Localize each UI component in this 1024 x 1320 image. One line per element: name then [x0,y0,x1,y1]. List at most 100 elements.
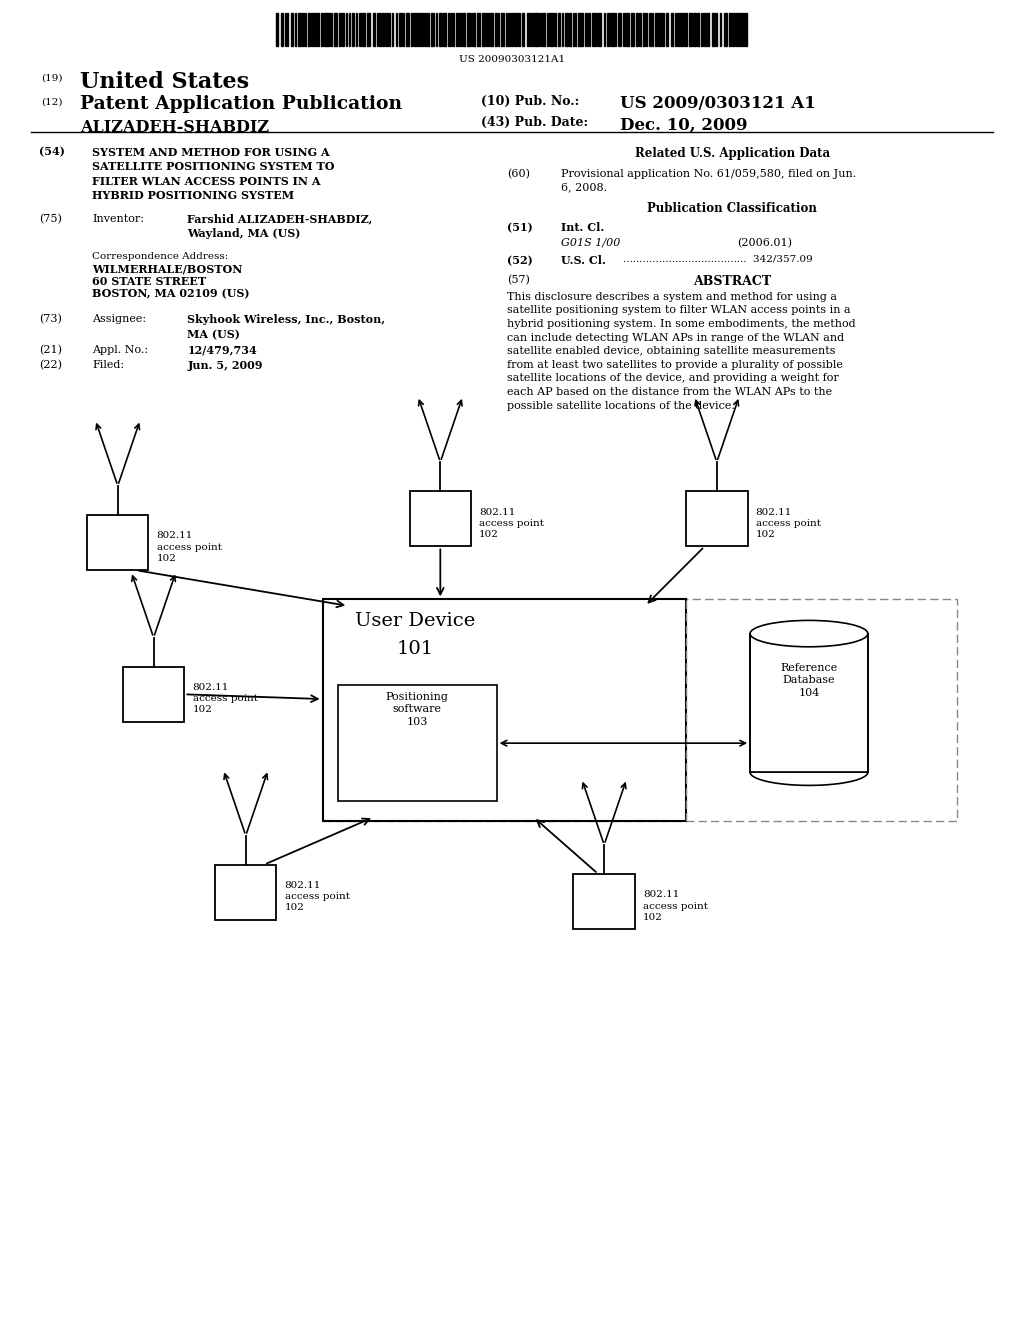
Bar [453,13,454,46]
Bar [288,13,289,46]
Bar [663,13,664,46]
Bar [573,874,635,929]
Bar [626,13,629,46]
Bar [467,13,469,46]
Bar [541,13,542,46]
Bar [340,13,341,46]
Bar [485,13,488,46]
Text: (10) Pub. No.:: (10) Pub. No.: [481,95,580,108]
Bar [736,13,737,46]
Bar [298,13,301,46]
Bar [377,13,379,46]
Text: (21): (21) [39,345,61,355]
Bar [582,13,584,46]
Bar [530,13,532,46]
Text: This disclosure describes a system and method for using a
satellite positioning : This disclosure describes a system and m… [507,292,855,411]
Text: ......................................  342/357.09: ...................................... 3… [623,255,812,264]
Bar [276,13,279,46]
Bar [411,13,414,46]
Bar [631,13,634,46]
Bar [463,13,465,46]
Bar [459,13,462,46]
Bar [87,515,148,570]
Bar [707,13,710,46]
Bar [623,13,625,46]
Bar [534,13,536,46]
Text: US 2009/0303121 A1: US 2009/0303121 A1 [620,95,815,112]
Bar [362,13,366,46]
Text: Farshid ALIZADEH-SHABDIZ,
Wayland, MA (US): Farshid ALIZADEH-SHABDIZ, Wayland, MA (U… [187,214,373,239]
Text: WILMERHALE/BOSTON: WILMERHALE/BOSTON [92,264,243,275]
Text: Assignee:: Assignee: [92,314,146,325]
Text: (12): (12) [41,98,62,107]
Text: G01S 1/00: G01S 1/00 [561,238,621,248]
Bar [501,13,504,46]
Text: Inventor:: Inventor: [92,214,144,224]
Text: (60): (60) [507,169,529,180]
Bar [382,13,384,46]
Text: U.S. Cl.: U.S. Cl. [561,255,606,265]
Text: SYSTEM AND METHOD FOR USING A
SATELLITE POSITIONING SYSTEM TO
FILTER WLAN ACCESS: SYSTEM AND METHOD FOR USING A SATELLITE … [92,147,335,202]
Bar [314,13,316,46]
Text: Correspondence Address:: Correspondence Address: [92,252,228,261]
Text: 802.11
access point
102: 802.11 access point 102 [157,532,221,562]
Bar [496,13,497,46]
Bar [558,13,560,46]
Bar [651,13,653,46]
Bar [305,13,306,46]
Bar [702,13,706,46]
Bar [469,13,471,46]
Bar [346,13,347,46]
Text: 60 STATE STREET: 60 STATE STREET [92,276,206,286]
Text: (52): (52) [507,255,532,265]
Bar [684,13,687,46]
Bar [410,491,471,546]
Bar [302,13,304,46]
Text: 802.11
access point
102: 802.11 access point 102 [285,882,349,912]
Text: (2006.01): (2006.01) [737,238,793,248]
Bar [355,13,357,46]
Text: (19): (19) [41,74,62,83]
Text: Patent Application Publication: Patent Application Publication [80,95,402,114]
Bar [720,13,722,46]
Bar [618,13,622,46]
Bar [526,13,529,46]
Bar [472,13,475,46]
Bar [680,13,683,46]
Bar [407,13,409,46]
Bar [511,13,513,46]
Bar [592,13,595,46]
Bar [677,13,679,46]
Bar [338,685,497,801]
Text: Reference
Database
104: Reference Database 104 [780,663,838,698]
Bar [389,13,390,46]
Bar [317,13,319,46]
Text: (22): (22) [39,360,61,371]
Bar [352,13,353,46]
Text: Filed:: Filed: [92,360,124,371]
Bar [671,13,673,46]
Bar [477,13,479,46]
Bar [643,13,645,46]
Bar [285,13,287,46]
Bar [427,13,429,46]
Bar [547,13,548,46]
Bar [588,13,591,46]
Bar [550,13,553,46]
Text: (51): (51) [507,222,532,232]
Bar [596,13,597,46]
Bar [614,13,615,46]
Bar [308,13,310,46]
Ellipse shape [750,620,868,647]
Bar [611,13,613,46]
Bar [744,13,746,46]
Bar [498,13,500,46]
Bar [689,13,692,46]
Bar [439,13,441,46]
Text: Jun. 5, 2009: Jun. 5, 2009 [187,360,263,371]
Bar [514,13,517,46]
Bar [424,13,426,46]
Bar [569,13,570,46]
Text: Publication Classification: Publication Classification [647,202,817,215]
Text: Provisional application No. 61/059,580, filed on Jun.
6, 2008.: Provisional application No. 61/059,580, … [561,169,856,193]
